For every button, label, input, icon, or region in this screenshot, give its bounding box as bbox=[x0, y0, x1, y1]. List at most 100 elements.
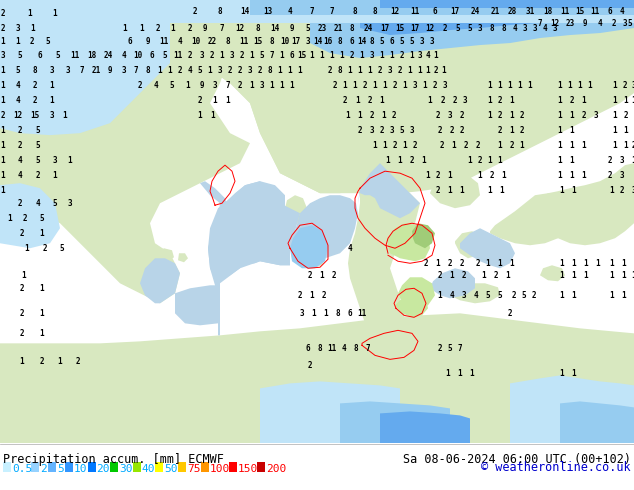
Text: 2: 2 bbox=[437, 271, 443, 280]
Text: 2: 2 bbox=[20, 309, 24, 318]
Polygon shape bbox=[285, 195, 307, 223]
Text: 1: 1 bbox=[558, 80, 562, 90]
Text: 1: 1 bbox=[498, 141, 502, 149]
Text: 2: 2 bbox=[18, 199, 22, 208]
Text: 7: 7 bbox=[226, 80, 230, 90]
Text: 3: 3 bbox=[619, 171, 624, 180]
Text: 1: 1 bbox=[408, 66, 412, 74]
Text: 8: 8 bbox=[146, 66, 150, 74]
Text: 5: 5 bbox=[198, 66, 202, 74]
Text: 21: 21 bbox=[91, 66, 101, 74]
Polygon shape bbox=[388, 223, 430, 261]
Text: 1: 1 bbox=[40, 284, 44, 293]
Text: 2: 2 bbox=[477, 156, 482, 165]
Text: 31: 31 bbox=[526, 6, 534, 16]
Text: 2: 2 bbox=[392, 80, 398, 90]
Text: 5: 5 bbox=[468, 24, 472, 32]
Text: 2: 2 bbox=[378, 66, 382, 74]
Text: 1: 1 bbox=[250, 50, 254, 60]
Text: 1: 1 bbox=[451, 141, 456, 149]
Text: 5: 5 bbox=[46, 37, 50, 46]
Text: 1: 1 bbox=[624, 141, 628, 149]
Text: 3: 3 bbox=[16, 24, 20, 32]
Text: 5: 5 bbox=[498, 291, 502, 300]
Text: 3: 3 bbox=[53, 156, 57, 165]
Text: 1: 1 bbox=[312, 309, 316, 318]
Polygon shape bbox=[360, 0, 634, 35]
Text: 2: 2 bbox=[257, 66, 262, 74]
Text: 6: 6 bbox=[150, 50, 154, 60]
Text: 1: 1 bbox=[508, 80, 512, 90]
Polygon shape bbox=[412, 223, 435, 248]
Bar bbox=[178, 462, 186, 472]
Text: 2: 2 bbox=[437, 125, 443, 135]
Text: 2: 2 bbox=[188, 50, 192, 60]
Text: 9: 9 bbox=[203, 24, 207, 32]
Text: 1: 1 bbox=[30, 24, 36, 32]
Text: 2: 2 bbox=[33, 80, 37, 90]
Text: 1: 1 bbox=[309, 50, 314, 60]
Text: 1: 1 bbox=[298, 66, 302, 74]
Text: 2: 2 bbox=[460, 259, 464, 268]
Text: 7: 7 bbox=[220, 24, 224, 32]
Text: 8: 8 bbox=[217, 6, 223, 16]
Polygon shape bbox=[0, 183, 60, 248]
Text: 3: 3 bbox=[66, 66, 70, 74]
Text: 2: 2 bbox=[188, 24, 192, 32]
Bar bbox=[32, 462, 39, 472]
Text: 2: 2 bbox=[42, 244, 48, 253]
Text: 5: 5 bbox=[18, 50, 22, 60]
Text: 2: 2 bbox=[436, 186, 440, 195]
Text: 17: 17 bbox=[380, 24, 390, 32]
Text: 5: 5 bbox=[170, 80, 174, 90]
Text: 1: 1 bbox=[212, 96, 217, 104]
Text: 5: 5 bbox=[486, 291, 490, 300]
Text: 2: 2 bbox=[448, 259, 452, 268]
Text: 1: 1 bbox=[425, 66, 430, 74]
Text: 5: 5 bbox=[53, 199, 57, 208]
Text: 6: 6 bbox=[127, 37, 133, 46]
Text: 6: 6 bbox=[347, 309, 353, 318]
Text: 1: 1 bbox=[470, 369, 474, 378]
Text: 1: 1 bbox=[418, 66, 422, 74]
Text: 4: 4 bbox=[513, 24, 517, 32]
Text: 12: 12 bbox=[391, 6, 399, 16]
Text: 1: 1 bbox=[16, 37, 20, 46]
Text: 3: 3 bbox=[463, 96, 467, 104]
Text: 2: 2 bbox=[607, 156, 612, 165]
Text: 3: 3 bbox=[49, 111, 55, 120]
Polygon shape bbox=[250, 0, 634, 15]
Text: 8: 8 bbox=[354, 344, 358, 353]
Text: 24: 24 bbox=[470, 6, 480, 16]
Text: 9: 9 bbox=[583, 19, 587, 27]
Text: 9: 9 bbox=[290, 24, 294, 32]
Text: 2: 2 bbox=[36, 171, 41, 180]
Text: 1: 1 bbox=[356, 96, 360, 104]
Text: 1: 1 bbox=[1, 171, 5, 180]
Text: 1: 1 bbox=[612, 96, 618, 104]
Bar bbox=[110, 462, 118, 472]
Text: 1: 1 bbox=[560, 369, 564, 378]
Text: 3: 3 bbox=[631, 80, 634, 90]
Text: 1: 1 bbox=[612, 111, 618, 120]
Text: 1: 1 bbox=[20, 357, 24, 366]
Text: 2: 2 bbox=[489, 171, 495, 180]
Polygon shape bbox=[170, 0, 370, 193]
Polygon shape bbox=[290, 225, 328, 268]
Text: 1: 1 bbox=[570, 111, 574, 120]
Text: 2: 2 bbox=[20, 284, 24, 293]
Text: 1: 1 bbox=[167, 66, 172, 74]
Text: 1: 1 bbox=[500, 186, 504, 195]
Text: 1: 1 bbox=[460, 186, 464, 195]
Polygon shape bbox=[0, 0, 170, 135]
Text: 1: 1 bbox=[428, 96, 432, 104]
Text: 5: 5 bbox=[448, 344, 452, 353]
Text: 14: 14 bbox=[313, 37, 323, 46]
Text: 8: 8 bbox=[318, 344, 322, 353]
Polygon shape bbox=[260, 381, 400, 443]
Text: 5: 5 bbox=[163, 50, 167, 60]
Text: 6: 6 bbox=[350, 37, 354, 46]
Text: © weatheronline.co.uk: © weatheronline.co.uk bbox=[481, 461, 631, 474]
Text: 1: 1 bbox=[1, 80, 5, 90]
Text: 2: 2 bbox=[424, 259, 429, 268]
